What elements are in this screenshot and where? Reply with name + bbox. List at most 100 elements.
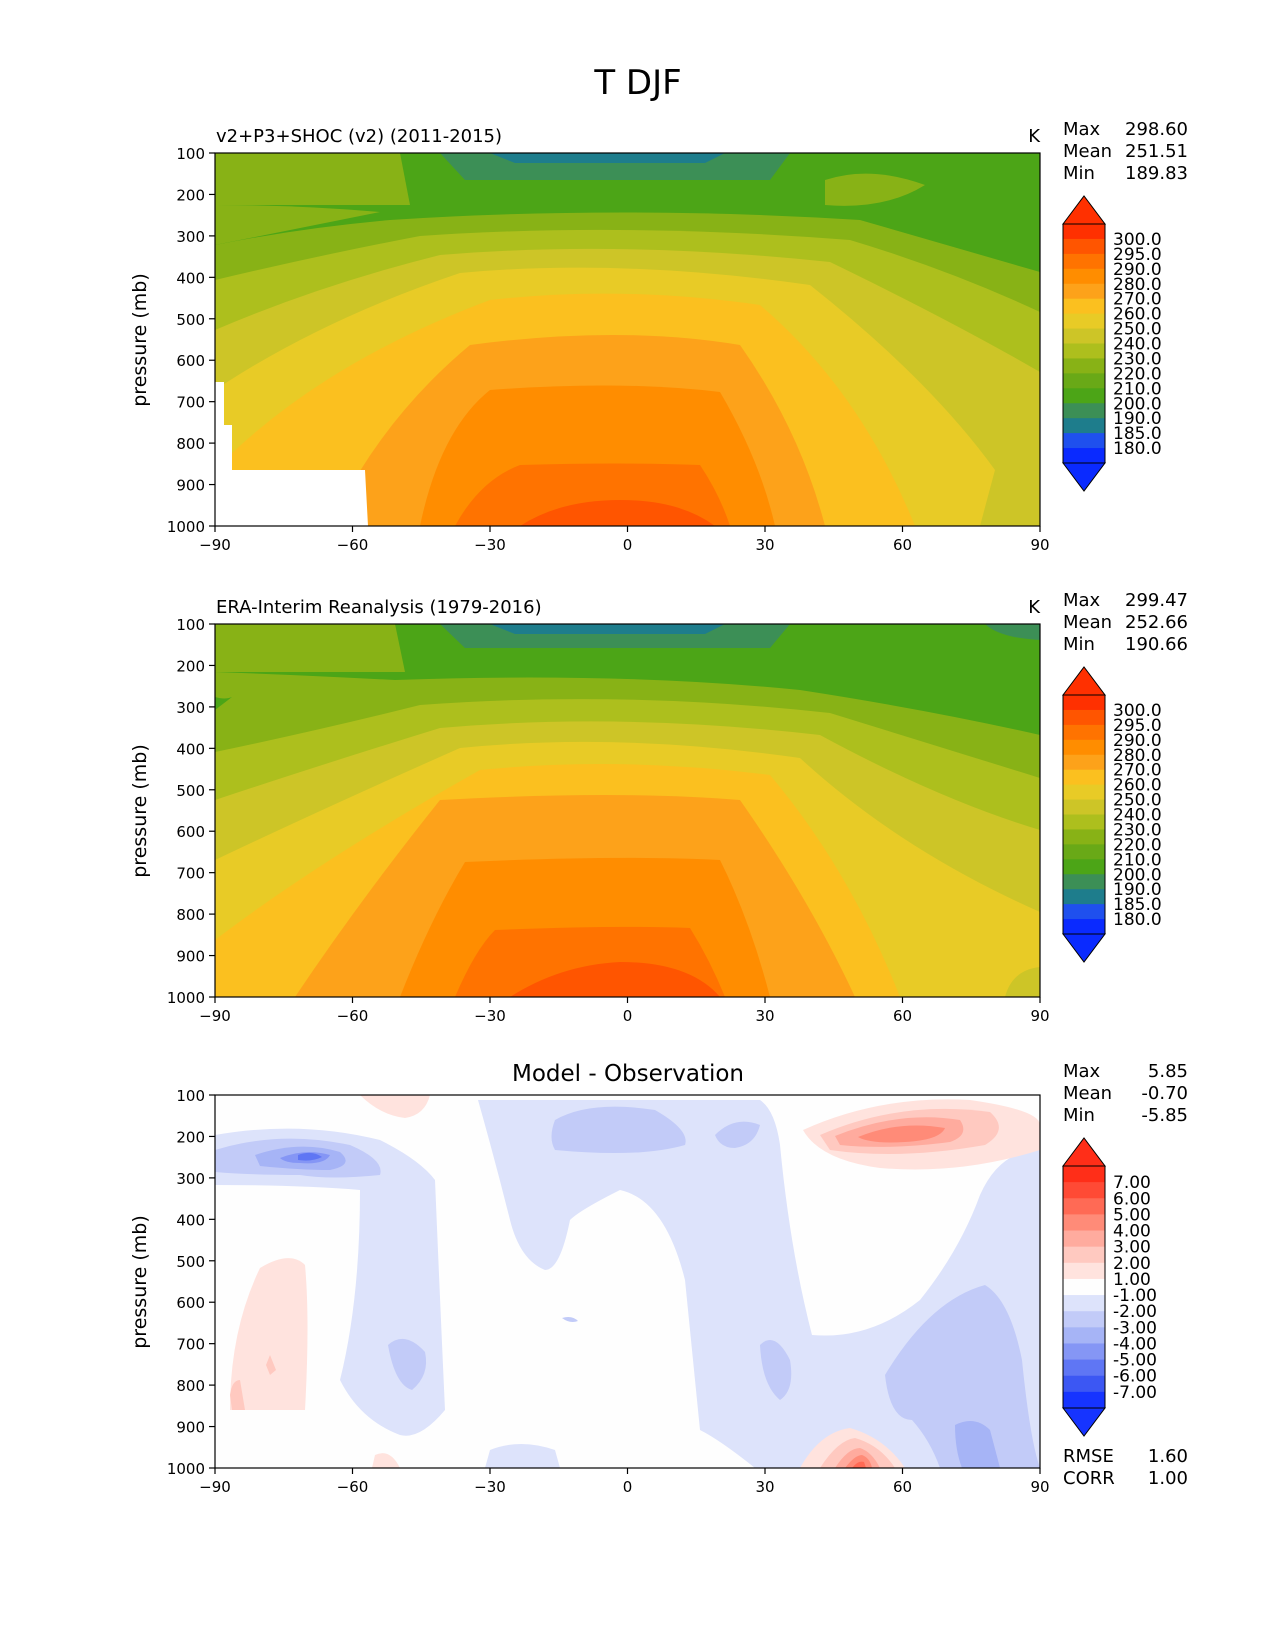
colorbar-label: 1.00 [1113,1270,1151,1290]
colorbar-swatch [1063,1262,1105,1280]
stat-label: Min [1063,1105,1095,1126]
stat-value: 5.85 [1148,1061,1188,1082]
stat-value: 189.83 [1125,163,1188,184]
colorbar-swatch [1063,1359,1105,1377]
xtick-label: 60 [893,1478,912,1496]
colorbar-swatch [1063,919,1105,935]
colorbar-label: 290.0 [1113,260,1162,280]
colorbar-swatch [1063,433,1105,449]
ytick-label: 900 [176,477,205,495]
xtick-label: 60 [893,536,912,554]
ytick-label: 200 [176,1128,205,1146]
ytick-label: 200 [176,186,205,204]
colorbar-label: 280.0 [1113,275,1162,295]
colorbar-swatch [1063,724,1105,741]
colorbar-label: 190.0 [1113,409,1162,429]
colorbar-frame [1062,694,1106,935]
colorbar-label: 220.0 [1113,364,1162,384]
ytick-label: 900 [176,948,205,966]
colorbar-label: 2.00 [1113,1254,1151,1274]
xtick-label: 30 [755,1478,774,1496]
metric-value: 1.00 [1148,1468,1188,1489]
colorbar-swatch [1063,874,1105,890]
colorbar-swatch [1063,388,1105,404]
panel-obs-title: ERA-Interim Reanalysis (1979-2016) [216,597,542,618]
colorbar-swatch [1063,313,1105,330]
colorbar-label: 230.0 [1113,820,1162,840]
colorbar-swatch [1063,253,1105,270]
colorbar-swatch [1063,844,1105,860]
colorbar-swatch [1063,739,1105,756]
stat-value: 298.60 [1125,119,1188,140]
ytick-label: 300 [176,1170,205,1188]
colorbar-label: 210.0 [1113,379,1162,399]
colorbar-swatch [1063,1230,1105,1248]
ytick-label: 100 [176,1087,205,1105]
colorbar-swatch [1063,418,1105,434]
stat-value: -5.85 [1141,1105,1188,1126]
colorbar-frame [1062,1165,1106,1409]
ytick-label: 300 [176,699,205,717]
colorbar-label: 230.0 [1113,349,1162,369]
panel-diff-plot-area [215,1095,1040,1468]
colorbar-swatch [1063,1311,1105,1328]
panel-model-title: v2+P3+SHOC (v2) (2011-2015) [216,126,502,147]
colorbar-swatch [1063,1375,1105,1393]
ytick-label: 600 [176,823,205,841]
colorbar-label: 240.0 [1113,335,1162,355]
colorbar-label: 180.0 [1113,910,1162,930]
ytick-label: 300 [176,228,205,246]
colorbar-label: 185.0 [1113,895,1162,915]
colorbar-swatch [1063,1343,1105,1361]
xtick-label: −30 [474,1478,506,1496]
colorbar-swatch [1063,283,1105,300]
colorbar-swatch [1063,799,1105,815]
ytick-label: 700 [176,1336,205,1354]
colorbar-label: 270.0 [1113,290,1162,310]
xtick-label: 90 [1030,1478,1049,1496]
xtick-label: 90 [1030,536,1049,554]
colorbar-swatch [1063,358,1105,374]
panel-diff-ylabel: pressure (mb) [129,1215,151,1349]
ytick-label: 700 [176,865,205,883]
colorbar-top-arrow [1062,195,1106,225]
stat-label: Mean [1063,612,1112,633]
stat-label: Max [1063,119,1101,140]
ytick-label: 500 [176,782,205,800]
ytick-label: 100 [176,145,205,163]
panel-obs-xticks: −90 −60 −30 0 30 60 90 [199,997,1050,1025]
colorbar-label: 5.00 [1113,1205,1151,1225]
xtick-label: 30 [755,1007,774,1025]
ytick-label: 500 [176,1253,205,1271]
xtick-label: −90 [199,1007,231,1025]
panel-model-ylabel: pressure (mb) [129,273,151,407]
ytick-label: 800 [176,1377,205,1395]
ytick-label: 900 [176,1419,205,1437]
ytick-label: 600 [176,352,205,370]
colorbar-swatch [1063,1198,1105,1215]
ytick-label: 800 [176,435,205,453]
colorbar-label: 180.0 [1113,439,1162,459]
xtick-label: 90 [1030,1007,1049,1025]
colorbar-swatch [1063,829,1105,845]
colorbar-label: 295.0 [1113,245,1162,265]
stat-label: Min [1063,634,1095,655]
colorbar-swatch [1063,695,1105,711]
colorbar-swatch [1063,343,1105,359]
colorbar-swatch [1063,769,1105,786]
xtick-label: 30 [755,536,774,554]
colorbar-label: 290.0 [1113,731,1162,751]
colorbar-swatch [1063,1278,1105,1296]
colorbar-label: -7.00 [1113,1383,1157,1403]
colorbar-swatch [1063,784,1105,801]
metric-value: 1.60 [1148,1446,1188,1467]
xtick-label: 0 [623,536,633,554]
xtick-label: −90 [199,536,231,554]
panel-obs-stats: Max 299.47 Mean 252.66 Min 190.66 [1063,590,1188,655]
colorbar-frame [1062,223,1106,464]
ytick-label: 700 [176,394,205,412]
colorbar-label: 280.0 [1113,746,1162,766]
panel-model-xticks: −90 −60 −30 0 30 60 90 [199,526,1050,554]
panel-diff-stats: Max 5.85 Mean -0.70 Min -5.85 [1063,1061,1188,1126]
panel-obs-plot-area [215,624,1040,997]
